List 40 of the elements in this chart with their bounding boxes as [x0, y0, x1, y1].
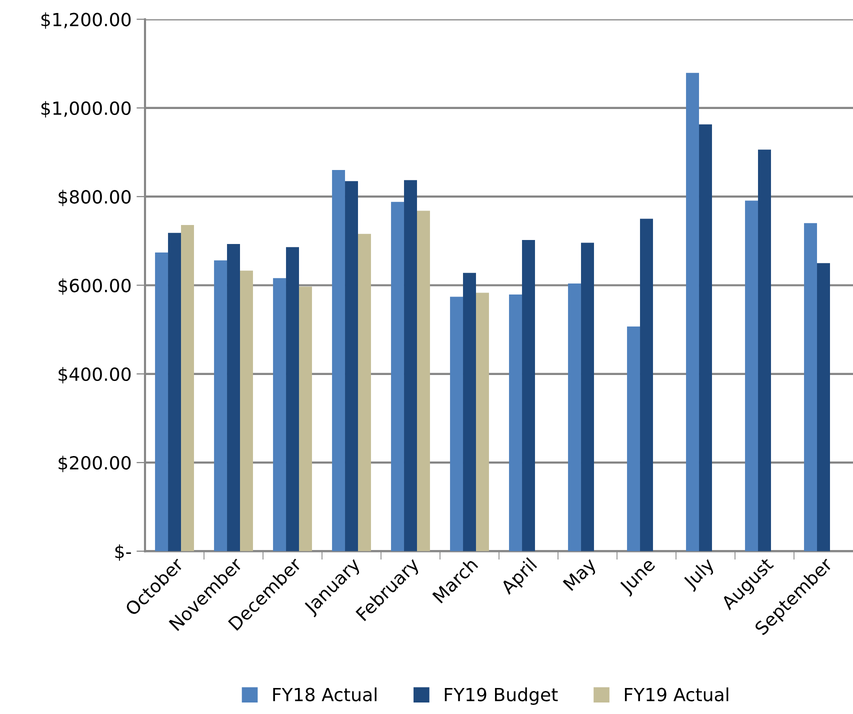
bar [345, 181, 358, 552]
bar [358, 234, 371, 552]
y-tick-label: $200.00 [58, 456, 131, 472]
y-tick-label: $400.00 [58, 367, 131, 384]
legend-label: FY18 Actual [273, 687, 376, 702]
bar [758, 150, 771, 552]
bar [181, 224, 194, 552]
bar [240, 270, 253, 552]
bar [332, 170, 346, 552]
legend-label: FY19 Actual [624, 687, 728, 702]
y-tick-label: $600.00 [58, 278, 131, 295]
y-tick-label: $1,000.00 [41, 101, 131, 118]
bar [286, 247, 299, 552]
bar [168, 232, 181, 552]
bar [699, 124, 712, 552]
bar [273, 278, 286, 552]
y-tick-label: $800.00 [58, 190, 131, 206]
bar [686, 72, 700, 552]
bar [509, 294, 522, 552]
bar [155, 252, 168, 552]
y-tick-label: $- [115, 544, 131, 561]
bar [568, 283, 582, 552]
bar [817, 263, 830, 552]
bar [299, 286, 312, 552]
bar [476, 292, 489, 552]
bar [391, 202, 404, 552]
bar [804, 223, 818, 552]
bar [522, 240, 535, 552]
y-tick-label: $1,200.00 [41, 12, 131, 29]
bar [227, 244, 240, 552]
bar [416, 210, 430, 552]
bar [214, 260, 228, 552]
bar [640, 218, 653, 552]
bar [404, 180, 417, 552]
bar [581, 242, 594, 552]
bar [450, 296, 464, 552]
bar [627, 326, 640, 552]
legend-label: FY19 Budget [444, 687, 558, 705]
bar [463, 272, 476, 552]
bar [745, 200, 758, 552]
